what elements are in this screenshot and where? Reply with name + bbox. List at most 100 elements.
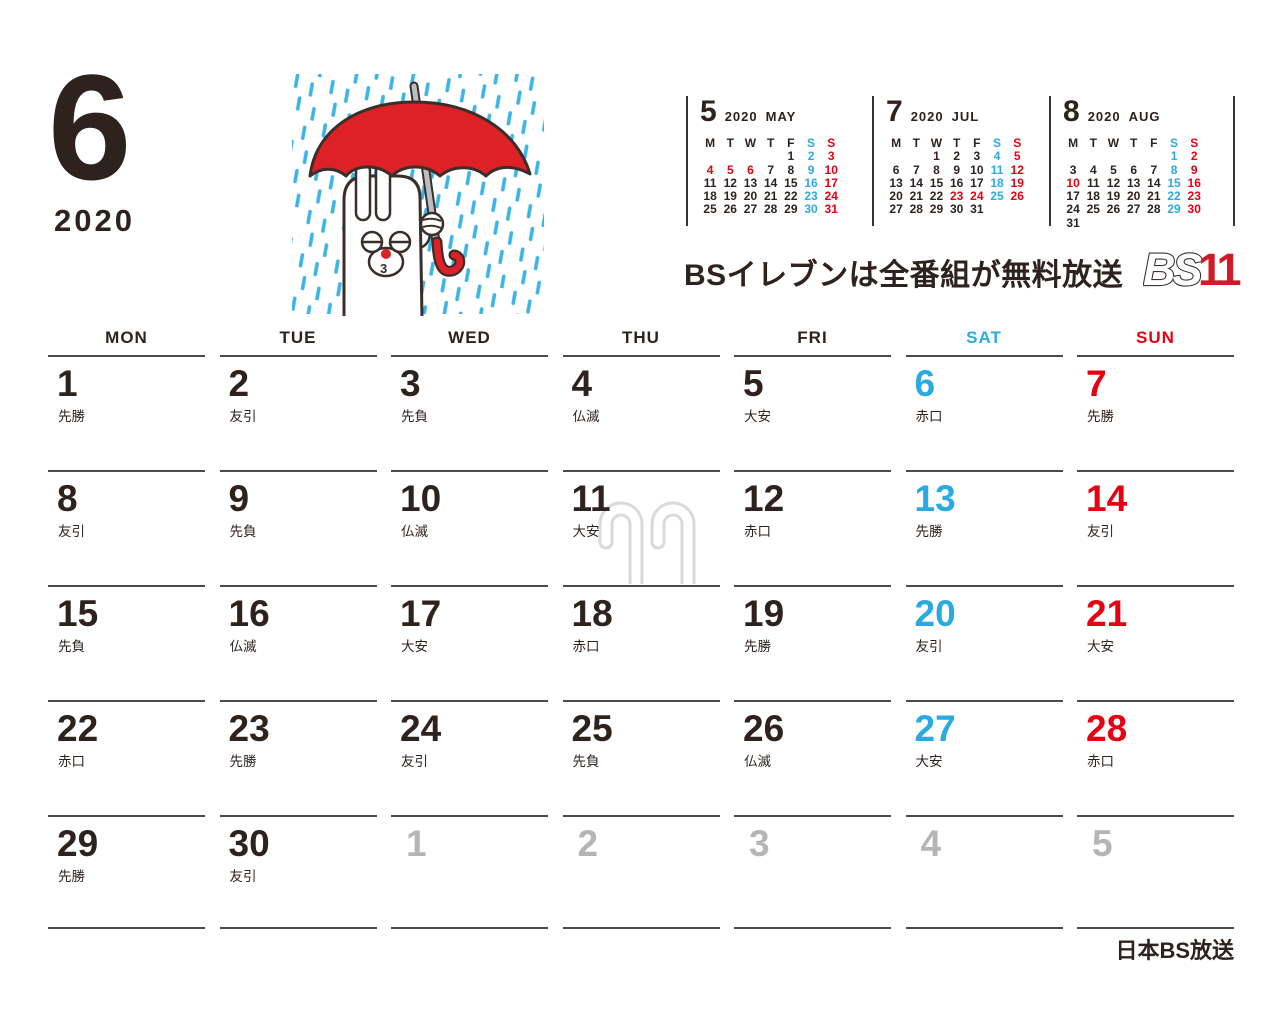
svg-text:3: 3: [380, 261, 387, 276]
mini-date: 25: [990, 189, 1004, 204]
mini-date: 27: [743, 202, 758, 217]
mini-date: 20: [889, 189, 903, 204]
mini-calendar-aug: 8 2020 AUG M T W T F S S 1 2 3 4 5 6 7 8 9 10 11 12 13 14 15 1…: [1063, 97, 1233, 230]
mini-month-number: 7: [886, 95, 903, 128]
rokuyo-label: 先負: [229, 524, 257, 539]
bs11-logo-bs: BS: [1143, 244, 1202, 295]
calendar-cell: 28 赤口: [1077, 702, 1234, 817]
mini-date: 17: [824, 175, 838, 190]
date-number: 26: [743, 708, 785, 749]
mini-date: 8: [933, 162, 940, 177]
mini-month-name: MAY: [765, 109, 797, 124]
mini-date: 14: [1147, 175, 1161, 190]
date-number: 6: [914, 363, 936, 404]
mini-date: 27: [889, 202, 903, 217]
mini-date: 22: [929, 189, 944, 204]
mini-day-header: S: [827, 136, 836, 150]
mini-date: 31: [970, 202, 984, 217]
calendar-cell: 9 先負: [219, 472, 377, 587]
mini-date: 6: [747, 162, 754, 177]
mini-date: 11: [1086, 175, 1100, 190]
mini-date: 19: [1010, 175, 1024, 190]
mini-week-row: 24 25 26 27 28 29 30: [1063, 202, 1233, 217]
mini-calendar-header: 5 2020 MAY: [700, 97, 870, 127]
mini-day-header: T: [1129, 136, 1138, 150]
year-label: 2020: [54, 203, 135, 238]
mini-date: 21: [909, 189, 923, 204]
date-number: 23: [228, 708, 270, 749]
date-number: 1: [57, 363, 78, 404]
mini-year: 2020: [910, 109, 944, 124]
day-header-thu: THU: [562, 328, 720, 357]
rokuyo-label: 赤口: [915, 409, 943, 424]
mini-date: 30: [1187, 202, 1201, 217]
mini-date: 9: [807, 162, 815, 177]
mini-date: 23: [804, 189, 818, 204]
mini-day-header: S: [1190, 136, 1199, 150]
mini-date: 18: [703, 189, 717, 204]
rokuyo-label: 大安: [1087, 639, 1114, 654]
rokuyo-label: 赤口: [572, 639, 600, 654]
mini-date: 5: [1110, 162, 1117, 177]
date-number: 25: [571, 708, 613, 749]
date-number: 29: [57, 823, 99, 864]
mini-calendar-jul: 7 2020 JUL M T W T F S S 1 2 3 4 5 6 7 8 9 10 11 12 13 14 15 1…: [886, 95, 1056, 217]
mini-date: 8: [1170, 162, 1178, 177]
calendar-cell: 14 友引: [1077, 472, 1234, 587]
mini-day-header: T: [912, 136, 920, 150]
rokuyo-label: 仏滅: [572, 409, 600, 424]
calendar-cell: 20 友引: [905, 587, 1063, 702]
mini-day-header: T: [952, 136, 961, 150]
mini-year: 2020: [1087, 109, 1121, 124]
mini-day-header: S: [993, 136, 1002, 150]
mini-date: 22: [784, 189, 798, 204]
mini-date: 12: [1010, 162, 1024, 177]
mini-date: 29: [929, 202, 944, 217]
calendar-cell: 1: [391, 817, 548, 929]
rokuyo-label: 先勝: [1087, 409, 1114, 424]
mini-date: 24: [970, 189, 984, 204]
mini-date: 21: [1147, 189, 1161, 204]
mini-month-number: 5: [700, 95, 717, 128]
mini-date: 5: [1013, 149, 1021, 164]
calendar-cell: 4 仏滅: [562, 357, 720, 472]
calendar-cell: 11 大安: [562, 472, 720, 587]
calendar-cell: 3: [734, 817, 891, 929]
mini-day-header: W: [744, 136, 757, 150]
mini-date: 12: [723, 175, 737, 190]
calendar-cell: 22 赤口: [48, 702, 205, 817]
mini-date: 20: [743, 189, 758, 204]
rokuyo-label: 先勝: [229, 754, 257, 769]
mini-date: 24: [824, 189, 838, 204]
calendar-cell: 12 赤口: [734, 472, 891, 587]
rokuyo-label: 大安: [744, 409, 771, 424]
mini-week-row: 31: [1063, 216, 1233, 230]
mini-date: 21: [763, 189, 778, 204]
mini-calendar-may: 5 2020 MAY M T W T F S S 1 2 3 4 5 6 7 8 9 10 11 12 13 14 15 1…: [700, 97, 870, 217]
rokuyo-label: 友引: [401, 754, 428, 769]
date-number: 7: [1086, 363, 1107, 404]
mini-week-row: 10 11 12 13 14 15 16: [1063, 175, 1233, 190]
date-number: 20: [914, 593, 956, 634]
rokuyo-label: 友引: [229, 409, 257, 424]
mini-date: 2: [807, 149, 815, 164]
mini-grid: M T W T F S S 1 2 3 4 5 6 7 8 9 10 11 12 13 14 15 16 17 18 19 20 21…: [1063, 136, 1233, 229]
date-number: 12: [743, 478, 785, 519]
mini-date: 23: [1187, 189, 1201, 204]
mini-date: 19: [723, 189, 737, 204]
mini-date: 15: [784, 175, 798, 190]
day-header-fri: FRI: [734, 328, 891, 357]
day-header-sun: SUN: [1077, 328, 1234, 357]
mini-date: 28: [909, 202, 923, 217]
mini-date: 12: [1106, 175, 1121, 190]
promo-text: BSイレブンは全番組が無料放送: [684, 259, 1124, 292]
mini-week-row: 13 14 15 16 17 18 19: [886, 175, 1056, 190]
calendar-cell: 24 友引: [391, 702, 548, 817]
mini-date: 16: [1187, 175, 1201, 190]
date-number: 10: [400, 478, 442, 519]
mini-day-header: M: [1068, 136, 1079, 150]
date-number: 5: [1092, 823, 1113, 864]
